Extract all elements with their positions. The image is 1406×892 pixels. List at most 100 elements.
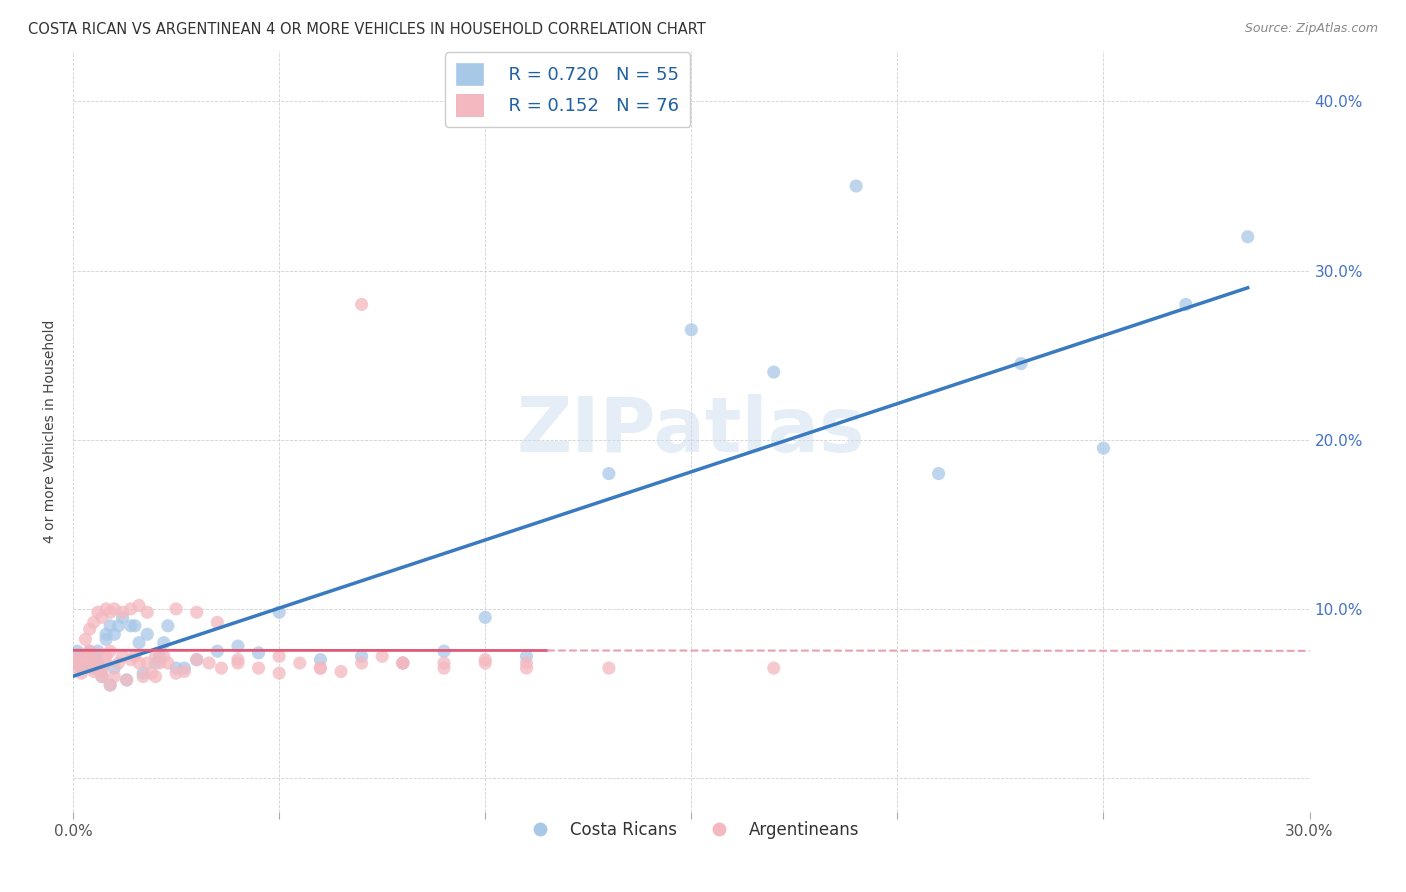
- Point: [103, 627, 125, 641]
- Point: [120, 653, 142, 667]
- Point: [75, 656, 97, 670]
- Point: [87, 656, 110, 670]
- Point: [98, 678, 121, 692]
- Point: [103, 602, 125, 616]
- Point: [83, 615, 105, 630]
- Point: [83, 656, 105, 670]
- Point: [152, 636, 174, 650]
- Point: [103, 669, 125, 683]
- Point: [136, 656, 159, 670]
- Point: [165, 602, 187, 616]
- Point: [91, 665, 114, 679]
- Point: [165, 666, 187, 681]
- Point: [391, 656, 413, 670]
- Point: [128, 636, 150, 650]
- Text: Source: ZipAtlas.com: Source: ZipAtlas.com: [1244, 22, 1378, 36]
- Point: [62, 656, 84, 670]
- Point: [247, 646, 270, 660]
- Point: [598, 467, 620, 481]
- Point: [75, 656, 97, 670]
- Point: [173, 665, 195, 679]
- Point: [247, 661, 270, 675]
- Point: [474, 653, 496, 667]
- Point: [845, 179, 868, 194]
- Point: [288, 656, 311, 670]
- Point: [136, 627, 159, 641]
- Point: [98, 644, 121, 658]
- Point: [598, 661, 620, 675]
- Point: [94, 602, 117, 616]
- Point: [211, 661, 233, 675]
- Point: [111, 605, 134, 619]
- Point: [269, 605, 291, 619]
- Point: [762, 365, 785, 379]
- Point: [98, 678, 121, 692]
- Point: [433, 644, 456, 658]
- Point: [115, 673, 138, 687]
- Point: [79, 644, 101, 658]
- Point: [79, 622, 101, 636]
- Point: [141, 666, 163, 681]
- Point: [91, 610, 114, 624]
- Point: [136, 605, 159, 619]
- Point: [70, 653, 93, 667]
- Point: [145, 656, 167, 670]
- Point: [269, 666, 291, 681]
- Point: [79, 644, 101, 658]
- Point: [83, 661, 105, 675]
- Y-axis label: 4 or more Vehicles in Household: 4 or more Vehicles in Household: [44, 319, 58, 543]
- Point: [350, 649, 373, 664]
- Point: [87, 644, 110, 658]
- Point: [70, 666, 93, 681]
- Point: [149, 649, 172, 664]
- Point: [226, 653, 249, 667]
- Point: [79, 653, 101, 667]
- Text: ZIPatlas: ZIPatlas: [517, 394, 866, 468]
- Text: COSTA RICAN VS ARGENTINEAN 4 OR MORE VEHICLES IN HOUSEHOLD CORRELATION CHART: COSTA RICAN VS ARGENTINEAN 4 OR MORE VEH…: [28, 22, 706, 37]
- Point: [124, 649, 146, 664]
- Point: [515, 661, 537, 675]
- Point: [98, 619, 121, 633]
- Point: [75, 632, 97, 647]
- Point: [1174, 297, 1197, 311]
- Point: [87, 661, 110, 675]
- Point: [94, 649, 117, 664]
- Point: [107, 656, 129, 670]
- Point: [111, 610, 134, 624]
- Point: [391, 656, 413, 670]
- Point: [128, 599, 150, 613]
- Point: [132, 669, 155, 683]
- Point: [145, 649, 167, 664]
- Point: [124, 619, 146, 633]
- Point: [120, 602, 142, 616]
- Point: [681, 323, 703, 337]
- Point: [132, 666, 155, 681]
- Point: [91, 669, 114, 683]
- Point: [115, 673, 138, 687]
- Point: [87, 649, 110, 664]
- Point: [94, 656, 117, 670]
- Point: [762, 661, 785, 675]
- Point: [1236, 229, 1258, 244]
- Point: [94, 632, 117, 647]
- Point: [70, 661, 93, 675]
- Point: [75, 649, 97, 664]
- Point: [103, 661, 125, 675]
- Point: [98, 605, 121, 619]
- Point: [66, 649, 89, 664]
- Point: [330, 665, 353, 679]
- Point: [156, 619, 179, 633]
- Point: [226, 639, 249, 653]
- Point: [309, 661, 332, 675]
- Point: [1092, 441, 1115, 455]
- Point: [83, 665, 105, 679]
- Point: [515, 649, 537, 664]
- Point: [433, 661, 456, 675]
- Point: [207, 644, 229, 658]
- Point: [515, 656, 537, 670]
- Point: [350, 297, 373, 311]
- Point: [66, 661, 89, 675]
- Point: [474, 656, 496, 670]
- Point: [186, 605, 208, 619]
- Point: [91, 661, 114, 675]
